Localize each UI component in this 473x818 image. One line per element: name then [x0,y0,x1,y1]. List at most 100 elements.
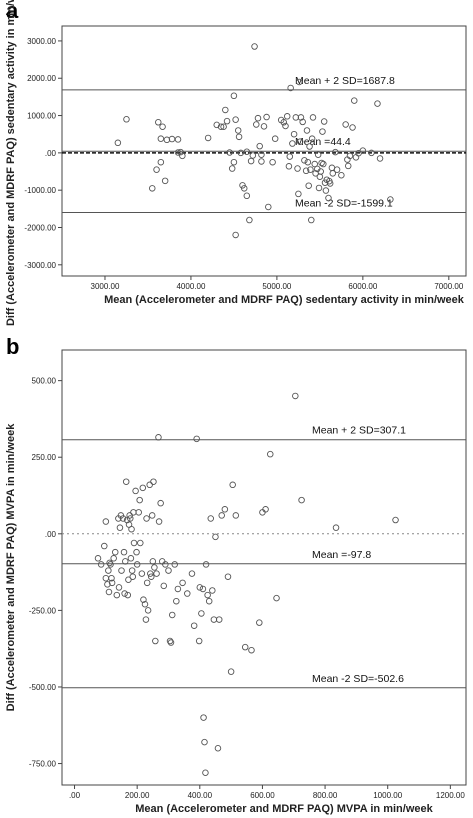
x-tick-label: 400.00 [188,791,213,800]
data-point [237,149,245,157]
y-tick-label: .00 [45,149,57,158]
data-point [344,162,352,170]
data-point [318,159,325,167]
data-point [269,158,276,166]
data-point [305,182,312,189]
data-point [116,524,124,531]
data-point [121,590,128,597]
chart-a: 3000.00 2000.00 1000.00 .00 -1000.00 -2000.00… [5,0,467,326]
data-point [115,584,123,591]
data-point [147,570,154,577]
data-point [195,637,203,645]
x-tick-label: 200.00 [125,791,150,800]
data-point [148,573,155,580]
data-point [346,152,354,160]
data-point [342,121,349,128]
data-point [247,157,255,165]
data-point [149,558,157,565]
data-point [108,579,116,587]
data-point [303,127,311,134]
data-point [220,123,227,130]
reference-line-label: Mean =44.4 [295,136,351,148]
data-point [243,148,251,155]
data-point [296,138,304,145]
data-point [232,512,240,519]
data-point [299,118,306,126]
data-point [227,668,235,675]
data-point [165,567,172,574]
data-point [320,160,327,168]
data-point [139,484,147,492]
data-point [325,194,332,202]
data-point [309,114,317,121]
data-point [311,160,318,168]
data-point [138,570,146,577]
data-point [149,185,156,192]
data-point [196,584,204,591]
data-point [193,435,200,443]
x-tick-label: 4000.00 [176,282,205,291]
data-point [168,135,176,143]
data-point [253,121,260,128]
data-point [130,539,138,547]
x-tick-label: 7000.00 [434,282,463,291]
data-point [107,561,114,568]
data-point [200,714,207,721]
x-tick-label: 3000.00 [91,282,120,291]
data-point [110,555,117,562]
data-point [125,576,132,584]
data-point [230,92,238,100]
data-point [265,203,272,211]
data-point [160,582,168,590]
data-point [308,216,315,224]
data-point [241,643,249,651]
data-point [329,170,337,177]
data-point [174,136,182,143]
data-point [302,167,310,175]
data-point [143,579,151,587]
data-point [128,525,135,533]
data-point [173,597,180,605]
data-point [280,119,288,126]
x-tick-label: 5000.00 [262,282,291,291]
data-point [174,585,182,593]
data-point [319,128,326,135]
data-point [152,637,159,645]
data-point [119,515,127,522]
data-point [124,591,132,599]
data-point [184,590,191,597]
data-point [148,512,156,519]
data-point [258,151,265,158]
data-point [108,574,115,582]
data-point [286,153,294,160]
data-point [326,180,334,187]
data-point [179,152,186,160]
data-point [295,190,302,198]
data-point [212,533,219,541]
reference-line-label: Mean -2 SD=-502.6 [312,673,404,685]
data-point [315,184,323,192]
data-point [262,506,269,513]
data-point [234,127,242,134]
x-tick-label: .00 [69,791,81,800]
data-point [254,114,262,122]
x-tick-label: 1000.00 [373,791,402,800]
y-tick-label: -750.00 [29,760,57,769]
data-point [97,561,105,568]
y-tick-label: 500.00 [32,377,57,386]
data-point [153,570,160,577]
data-point [209,587,216,594]
x-tick-label: 1200.00 [436,791,465,800]
data-point [157,135,165,142]
data-point [135,509,142,516]
data-point [232,116,239,123]
data-point [392,516,399,524]
data-point [215,616,223,623]
data-point [352,154,360,161]
data-point [290,130,298,138]
data-point [204,134,212,142]
data-point [256,142,263,150]
y-tick-label: -500.00 [29,683,57,692]
data-point [376,155,384,162]
data-point [155,518,163,525]
